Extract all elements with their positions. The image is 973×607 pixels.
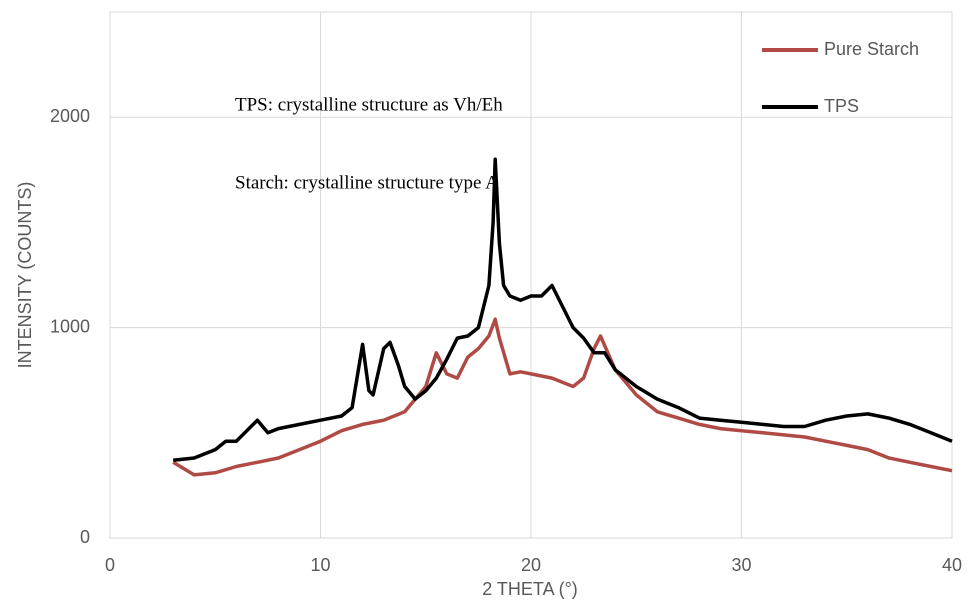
x-tick-label: 30 bbox=[731, 555, 751, 575]
y-tick-label: 2000 bbox=[50, 106, 90, 126]
annotation: Starch: crystalline structure type A bbox=[235, 172, 499, 193]
legend-label: TPS bbox=[824, 96, 859, 116]
x-tick-label: 10 bbox=[310, 555, 330, 575]
series-line bbox=[172, 317, 953, 477]
y-tick-label: 1000 bbox=[50, 316, 90, 336]
x-tick-label: 40 bbox=[942, 555, 962, 575]
x-tick-label: 0 bbox=[105, 555, 115, 575]
grid bbox=[109, 11, 953, 539]
y-axis-title: INTENSITY (COUNTS) bbox=[15, 182, 35, 369]
annotation: TPS: crystalline structure as Vh/Eh bbox=[235, 94, 503, 115]
x-tick-label: 20 bbox=[521, 555, 541, 575]
y-tick-label: 0 bbox=[80, 527, 90, 547]
legend-label: Pure Starch bbox=[824, 39, 919, 59]
series-line bbox=[173, 157, 953, 462]
x-axis-title: 2 THETA (°) bbox=[482, 579, 578, 599]
